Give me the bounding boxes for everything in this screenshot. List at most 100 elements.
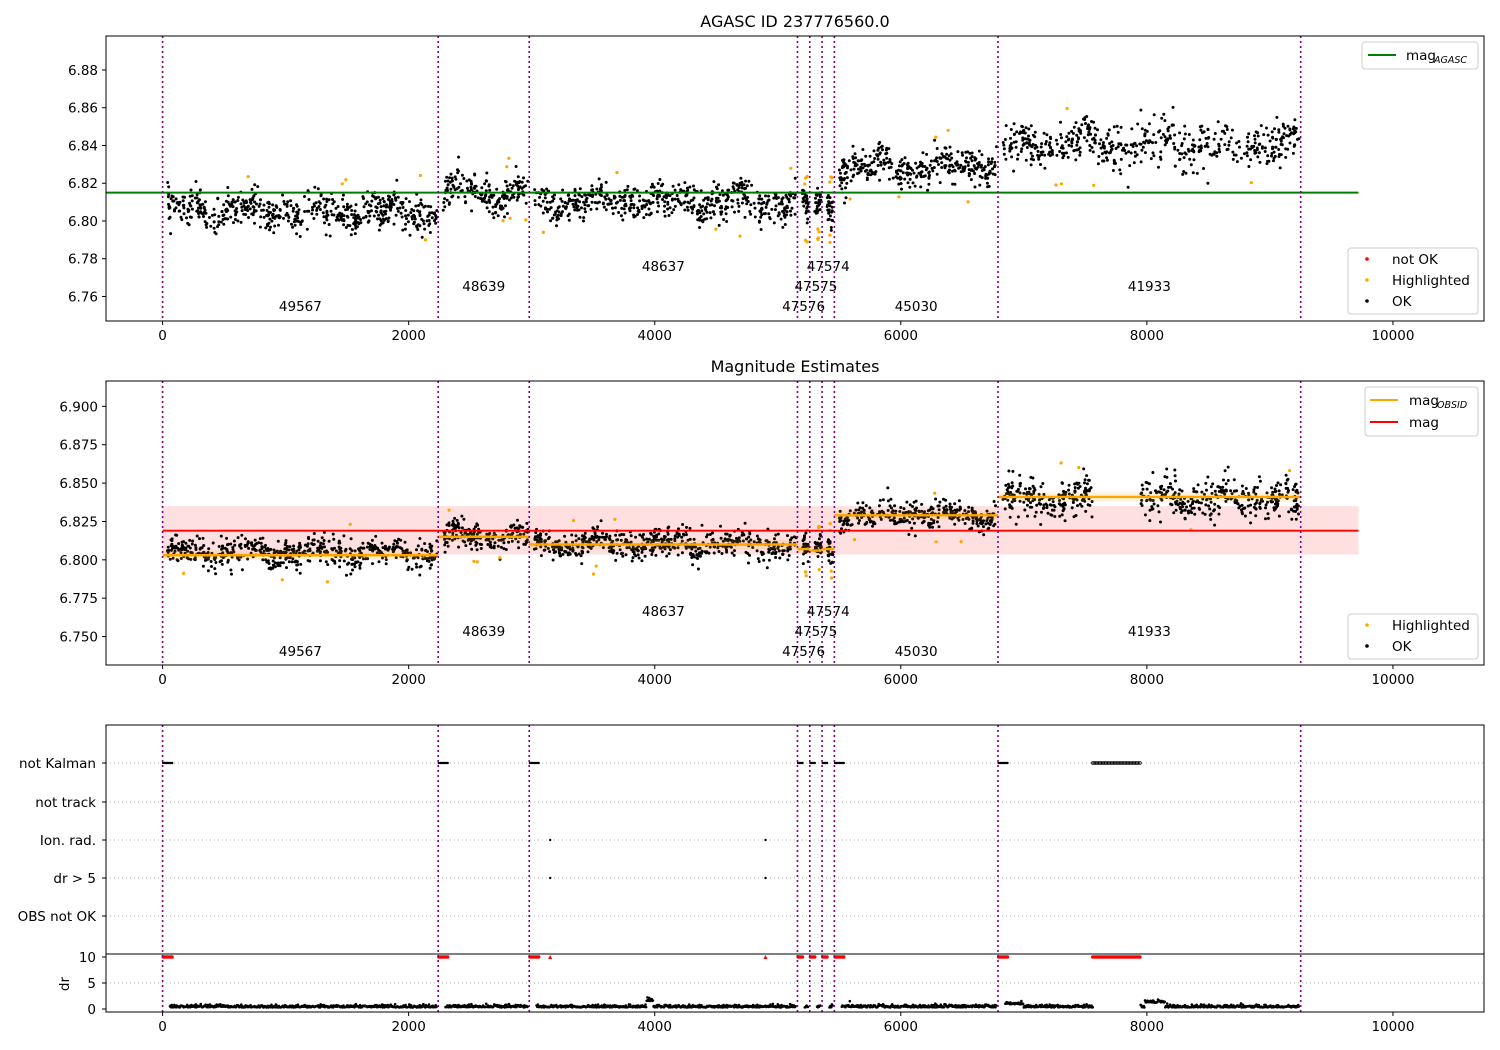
- ok-point: [663, 200, 667, 204]
- ok-point: [1255, 146, 1259, 150]
- ok-point: [516, 175, 520, 179]
- ok-point: [306, 559, 310, 563]
- ok-point: [469, 531, 472, 535]
- ok-point: [1041, 482, 1045, 485]
- ok-point: [859, 169, 863, 173]
- ok-point: [1105, 156, 1109, 160]
- ok-point: [182, 540, 185, 544]
- ok-point: [372, 214, 376, 218]
- ok-point: [806, 217, 810, 221]
- ok-point: [253, 547, 257, 551]
- ok-point: [299, 545, 302, 549]
- ok-point: [1285, 478, 1289, 482]
- ok-point: [311, 205, 314, 209]
- ok-point: [388, 201, 392, 205]
- highlighted-point: [340, 182, 344, 186]
- ok-point: [755, 534, 759, 538]
- ok-point: [1202, 167, 1205, 170]
- ok-point: [574, 203, 578, 207]
- highlighted-point: [852, 538, 857, 542]
- ok-point: [862, 162, 866, 166]
- ok-point: [765, 566, 769, 570]
- ok-point: [948, 158, 952, 162]
- ok-point: [1168, 134, 1172, 138]
- p1-obsid-label: 41933: [1128, 279, 1171, 295]
- ok-point: [362, 205, 366, 209]
- ok-point: [649, 531, 653, 535]
- ok-point: [358, 549, 362, 553]
- ok-point: [333, 559, 337, 563]
- ok-point: [267, 210, 271, 214]
- ok-point: [927, 523, 930, 527]
- ok-point: [893, 519, 897, 523]
- ok-point: [1078, 146, 1082, 150]
- ok-point: [203, 558, 207, 562]
- ok-point: [457, 185, 461, 189]
- ok-point: [470, 547, 474, 551]
- ok-point: [219, 220, 223, 224]
- highlighted-point: [1249, 181, 1253, 185]
- ok-point: [233, 209, 237, 213]
- ok-point: [1021, 136, 1025, 140]
- ok-point: [295, 549, 299, 553]
- ok-point: [232, 221, 235, 225]
- ok-point: [261, 558, 265, 562]
- ok-point: [911, 181, 915, 185]
- ok-point: [782, 549, 786, 553]
- ok-point: [1101, 159, 1105, 163]
- ok-point: [628, 194, 632, 198]
- highlighted-point: [816, 237, 820, 241]
- ok-point: [604, 180, 608, 184]
- ok-point: [473, 195, 477, 198]
- ok-point: [844, 186, 847, 190]
- ok-point: [974, 511, 978, 515]
- ok-point: [597, 177, 601, 181]
- ok-point: [595, 207, 599, 211]
- ok-point: [586, 550, 590, 554]
- ok-point: [982, 525, 985, 529]
- ok-point: [1224, 124, 1227, 128]
- ok-point: [785, 210, 789, 214]
- ok-point: [1164, 138, 1168, 142]
- ok-point: [1042, 507, 1045, 510]
- ok-point: [966, 160, 970, 164]
- ok-point: [611, 212, 615, 216]
- ok-point: [559, 554, 563, 558]
- ok-point: [657, 532, 661, 536]
- ok-point: [460, 189, 464, 192]
- ok-point: [1288, 133, 1292, 136]
- ok-point: [838, 509, 842, 513]
- ok-point: [365, 200, 369, 204]
- ok-point: [717, 223, 721, 227]
- ok-point: [1148, 519, 1152, 523]
- ok-point: [719, 524, 722, 528]
- ok-point: [786, 546, 790, 550]
- ok-point: [713, 545, 717, 549]
- ok-point: [258, 225, 262, 229]
- ok-point: [167, 206, 171, 210]
- ok-point: [256, 185, 260, 189]
- ok-point: [488, 195, 491, 199]
- ok-point: [1105, 150, 1109, 154]
- ok-point: [986, 176, 990, 180]
- ok-point: [718, 193, 722, 196]
- ok-point: [481, 197, 485, 201]
- ok-point: [666, 200, 670, 204]
- ok-point: [1276, 502, 1280, 506]
- ok-point: [271, 563, 275, 567]
- ok-point: [295, 232, 299, 236]
- ok-point: [756, 557, 760, 561]
- highlighted-point: [1288, 469, 1292, 473]
- ok-point: [580, 206, 583, 210]
- ok-point: [224, 199, 228, 203]
- highlighted-point: [1065, 106, 1069, 111]
- ok-point: [207, 547, 211, 551]
- dr-flag-point: [800, 955, 805, 959]
- ok-point: [976, 162, 979, 166]
- ok-point: [178, 547, 182, 551]
- highlighted-point: [1059, 182, 1064, 186]
- ok-point: [525, 521, 529, 525]
- ok-point: [472, 532, 476, 536]
- ok-point: [337, 545, 341, 549]
- ok-point: [1060, 151, 1064, 155]
